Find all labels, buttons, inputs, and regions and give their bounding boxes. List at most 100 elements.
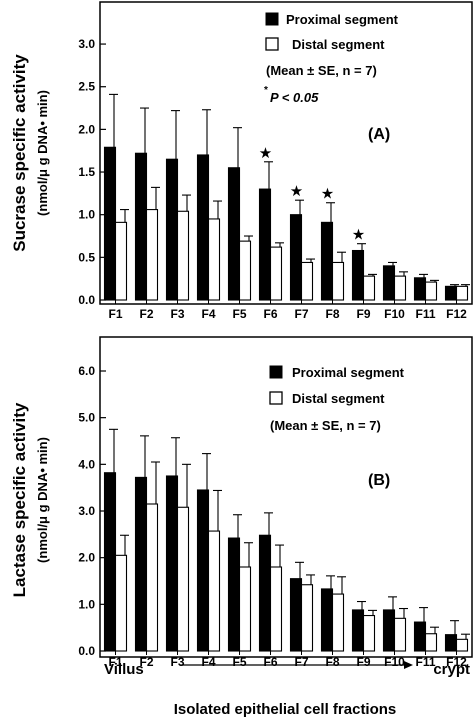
x-tick-label-a-F7: F7 [294,307,308,321]
y-tick-label-b-5: 5.0 [78,411,95,425]
y-tick-label-a-6: 3.0 [78,37,95,51]
bar-proximal-b-F4 [196,489,210,652]
x-axis-label: Isolated epithelial cell fractions [174,701,397,718]
y-tick-label-a-1: 0.5 [78,250,95,264]
bar-proximal-a-F4 [196,154,210,301]
panel-label-a: (A) [368,126,390,143]
legend-label-distal-b: Distal segment [292,391,385,406]
legend-b: Proximal segment Distal segment (Mean ± … [269,365,405,433]
bar-proximal-b-F12 [444,634,458,652]
plot-frame-a [99,1,473,305]
legend-label-proximal-b: Proximal segment [292,365,405,380]
bar-distal-b-F5 [238,566,252,652]
y-tick-label-a-5: 2.5 [78,80,95,94]
bar-proximal-a-F9 [351,249,365,301]
y-tick-label-a-0: 0.0 [78,293,95,307]
x-tick-label-b-F10: F10 [384,655,405,669]
bar-proximal-a-F2 [134,152,148,301]
bar-distal-a-F1 [114,221,128,301]
legend-swatch-proximal-a [265,12,279,26]
villus-crypt-arrow [180,661,413,669]
bar-distal-b-F11 [424,633,438,652]
legend-swatch-proximal-b [269,365,283,379]
x-tick-label-a-F2: F2 [139,307,153,321]
bar-distal-b-F10 [393,617,407,652]
y-tick-label-a-2: 1.0 [78,208,95,222]
bar-distal-a-F5 [238,240,252,301]
x-tick-label-a-F11: F11 [415,307,435,321]
bar-distal-a-F2 [145,209,159,301]
y-ticks-a: 0.0 0.5 1.0 1.5 2.0 2.5 3.0 [78,37,106,307]
bar-distal-b-F12 [455,638,469,652]
x-tick-label-a-F10: F10 [384,307,405,321]
bar-distal-a-F11 [424,281,438,301]
legend-note-a: (Mean ± SE, n = 7) [266,63,377,78]
legend-label-proximal-a: Proximal segment [286,12,399,27]
x-tick-label-a-F4: F4 [201,307,215,321]
bar-distal-b-F2 [145,503,159,652]
bar-proximal-a-F10 [382,265,396,301]
y-axis-label-a: Sucrase specific activity [10,54,29,252]
significance-star-F6: ★ [259,145,272,162]
bars-a: ★ ★ ★ ★ [103,93,470,301]
bars-b [103,428,470,652]
significance-star-F7: ★ [290,183,303,200]
x-tick-label-b-F7: F7 [294,655,308,669]
panel-a-sucrase: Sucrase specific activity (nmol/μ g DNA•… [10,1,473,321]
legend-swatch-distal-b [269,391,283,405]
significance-note: P < 0.05 [270,90,319,105]
bar-proximal-a-F12 [444,285,458,301]
y-axis-label-b: Lactase specific activity [10,402,29,597]
bar-distal-b-F9 [362,614,376,652]
bar-distal-b-F7 [300,584,314,652]
significance-asterisk: * [264,85,268,96]
bar-distal-a-F6 [269,246,283,301]
significance-star-F9: ★ [352,227,365,244]
y-tick-label-b-2: 2.0 [78,551,95,565]
x-tick-labels-a: F1 F2 F3 F4 F5 F6 F7 F8 F9 F10 F11 F12 [108,300,467,321]
legend-label-distal-a: Distal segment [292,37,385,52]
y-axis-units-b: (nmol/μ g DNA• min) [35,437,50,563]
bar-proximal-a-F1 [103,146,117,301]
y-tick-label-b-3: 3.0 [78,504,95,518]
y-tick-label-b-1: 1.0 [78,597,95,611]
bar-distal-b-F6 [269,566,283,652]
y-axis-title-a: Sucrase specific activity (nmol/μ g DNA•… [10,54,50,252]
x-tick-labels-b: F1 F2 F3 F4 F5 F6 F7 F8 F9 F10 F11 F12 [108,651,467,669]
plot-frame-b [99,336,473,658]
bar-distal-a-F7 [300,261,314,301]
bar-distal-a-F12 [455,285,469,301]
bar-proximal-b-F7 [289,578,303,652]
x-tick-label-a-F8: F8 [325,307,339,321]
panel-label-b: (B) [368,472,390,489]
x-tick-label-b-F11: F11 [415,655,435,669]
x-tick-label-a-F12: F12 [446,307,467,321]
bar-proximal-b-F8 [320,588,334,652]
x-tick-label-b-F9: F9 [356,655,370,669]
x-tick-label-b-F8: F8 [325,655,339,669]
bar-distal-b-F4 [207,530,221,652]
x-tick-label-a-F1: F1 [108,307,122,321]
bar-proximal-b-F2 [134,476,148,652]
bar-distal-b-F1 [114,554,128,652]
bar-proximal-b-F5 [227,537,241,652]
legend-note-b: (Mean ± SE, n = 7) [270,418,381,433]
bar-proximal-b-F1 [103,472,117,652]
y-axis-units-a: (nmol/μ g DNA• min) [35,90,50,216]
x-end-label-crypt: crypt [433,661,470,678]
x-tick-label-a-F6: F6 [263,307,277,321]
bar-proximal-b-F3 [165,475,179,652]
y-tick-label-b-0: 0.0 [78,644,95,658]
x-tick-label-a-F3: F3 [170,307,184,321]
bar-distal-b-F3 [176,506,190,652]
x-tick-label-b-F6: F6 [263,655,277,669]
x-tick-label-b-F2: F2 [139,655,153,669]
bar-proximal-a-F8 [320,221,334,301]
y-tick-label-a-4: 2.0 [78,122,95,136]
bar-proximal-b-F9 [351,609,365,652]
x-tick-label-b-F3: F3 [170,655,184,669]
bar-proximal-b-F6 [258,534,272,652]
bar-proximal-a-F7 [289,214,303,301]
legend-swatch-distal-a [265,37,279,51]
